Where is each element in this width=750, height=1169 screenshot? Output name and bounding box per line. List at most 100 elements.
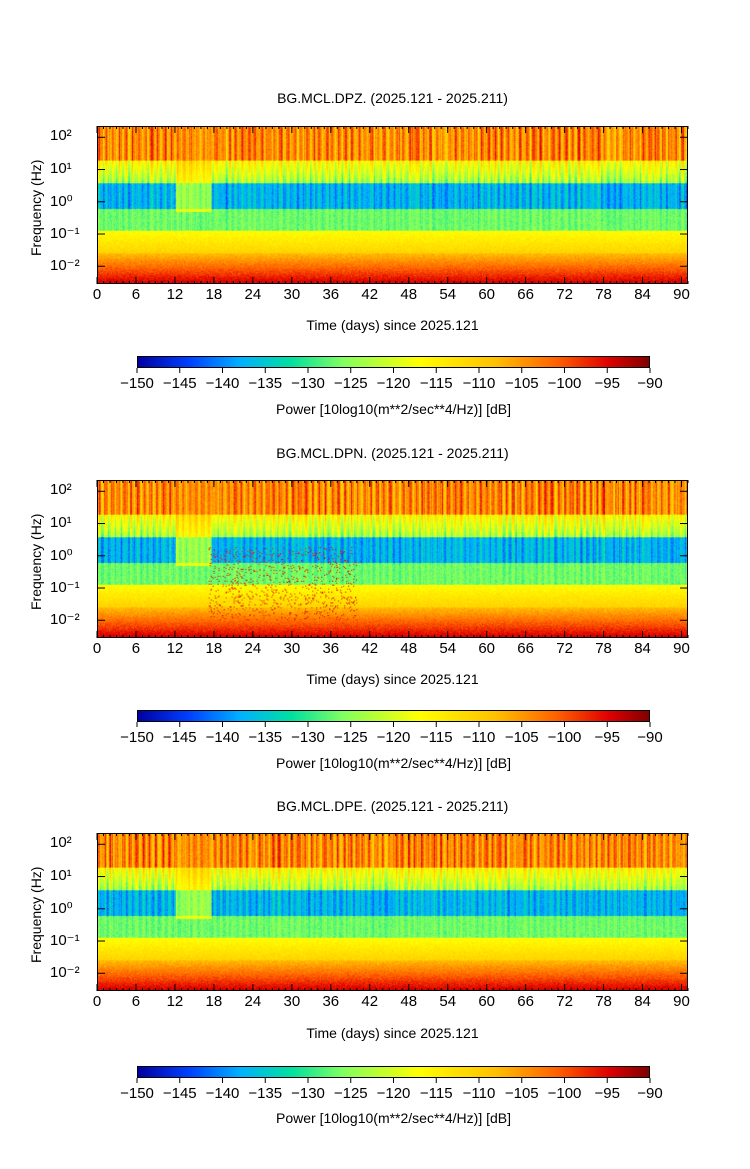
colorbar-tick-label: −150 xyxy=(120,729,154,746)
y-tick-label: 10¹ xyxy=(50,866,72,884)
x-tick-label: 60 xyxy=(478,640,495,657)
spectrogram-canvas xyxy=(98,481,687,637)
spectrogram-plot xyxy=(97,126,688,284)
x-tick-label: 42 xyxy=(361,993,379,1010)
colorbar-tick-label: −95 xyxy=(594,729,620,746)
spectrogram-plot xyxy=(97,833,688,991)
colorbar-tick-label: −150 xyxy=(120,375,154,392)
colorbar-tick-label: −90 xyxy=(637,729,663,746)
y-tick-label: 10⁰ xyxy=(50,192,73,210)
colorbar-tick-label: −115 xyxy=(419,1085,453,1102)
x-tick-label: 78 xyxy=(595,286,612,303)
colorbar-tick-label: −145 xyxy=(162,375,197,392)
colorbar-tick-label: −110 xyxy=(462,1085,496,1102)
colorbar xyxy=(137,1066,650,1078)
colorbar-tick-label: −105 xyxy=(504,729,539,746)
x-tick-label: 42 xyxy=(361,286,379,303)
colorbar-label: Power [10log10(m**2/sec**4/Hz)] [dB] xyxy=(276,755,511,771)
x-tick-label: 90 xyxy=(673,640,690,657)
x-tick-label: 36 xyxy=(322,993,340,1010)
colorbar-tick-label: −120 xyxy=(376,729,411,746)
x-tick-label: 48 xyxy=(400,286,418,303)
y-axis-label: Frequency (Hz) xyxy=(28,159,44,256)
x-tick-label: 48 xyxy=(400,993,418,1010)
x-tick-label: 66 xyxy=(517,640,534,657)
x-tick-label: 6 xyxy=(131,286,141,303)
y-tick-label: 10² xyxy=(50,481,72,499)
chart-title: BG.MCL.DPE. (2025.121 - 2025.211) xyxy=(276,798,509,814)
chart-title: BG.MCL.DPN. (2025.121 - 2025.211) xyxy=(276,445,509,461)
colorbar xyxy=(137,356,650,368)
x-tick-label: 24 xyxy=(244,286,262,303)
x-tick-label: 30 xyxy=(283,993,301,1010)
colorbar-tick-label: −90 xyxy=(637,1085,663,1102)
y-tick-label: 10⁻¹ xyxy=(50,225,80,243)
colorbar-tick-label: −140 xyxy=(205,1085,240,1102)
colorbar-tick-label: −115 xyxy=(419,375,453,392)
x-axis-label: Time (days) since 2025.121 xyxy=(306,671,479,687)
chart-title: BG.MCL.DPZ. (2025.121 - 2025.211) xyxy=(277,90,508,106)
colorbar-tick-label: −145 xyxy=(162,729,197,746)
y-tick-label: 10⁻² xyxy=(50,964,80,982)
x-tick-label: 72 xyxy=(556,286,573,303)
x-tick-label: 36 xyxy=(322,286,340,303)
x-tick-label: 24 xyxy=(244,993,262,1010)
x-tick-label: 90 xyxy=(673,286,690,303)
x-tick-label: 84 xyxy=(634,640,651,657)
y-tick-label: 10² xyxy=(50,834,72,852)
colorbar-tick-label: −135 xyxy=(248,375,283,392)
colorbar-tick-label: −130 xyxy=(291,375,325,392)
x-tick-label: 36 xyxy=(322,640,340,657)
x-tick-label: 60 xyxy=(478,286,495,303)
y-tick-label: 10⁻² xyxy=(50,611,80,629)
colorbar-tick-label: −140 xyxy=(205,729,240,746)
colorbar-tick-label: −135 xyxy=(248,1085,283,1102)
x-tick-label: 78 xyxy=(595,993,612,1010)
y-tick-label: 10⁰ xyxy=(50,899,73,917)
colorbar-tick-label: −100 xyxy=(547,729,582,746)
colorbar-label: Power [10log10(m**2/sec**4/Hz)] [dB] xyxy=(276,1110,511,1126)
y-tick-label: 10⁻¹ xyxy=(50,579,80,597)
spectrogram-canvas xyxy=(98,834,687,990)
x-tick-label: 0 xyxy=(92,286,102,303)
colorbar-tick-label: −110 xyxy=(462,375,496,392)
spectrogram-canvas xyxy=(98,127,687,283)
colorbar xyxy=(137,710,650,722)
colorbar-tick-label: −90 xyxy=(637,375,663,392)
x-tick-label: 12 xyxy=(166,640,184,657)
colorbar-tick-label: −95 xyxy=(594,1085,620,1102)
colorbar-tick-label: −125 xyxy=(333,375,368,392)
colorbar-tick-label: −100 xyxy=(547,375,582,392)
y-axis-label: Frequency (Hz) xyxy=(28,513,44,610)
x-tick-label: 66 xyxy=(517,286,534,303)
x-tick-label: 0 xyxy=(92,993,102,1010)
x-tick-label: 78 xyxy=(595,640,612,657)
colorbar-tick-label: −150 xyxy=(120,1085,154,1102)
colorbar-tick-label: −110 xyxy=(462,729,496,746)
x-tick-label: 24 xyxy=(244,640,262,657)
colorbar-tick-label: −100 xyxy=(547,1085,582,1102)
x-tick-label: 60 xyxy=(478,993,495,1010)
colorbar-tick-label: −105 xyxy=(504,375,539,392)
y-axis-label: Frequency (Hz) xyxy=(28,866,44,963)
colorbar-tick-label: −130 xyxy=(291,729,325,746)
colorbar-tick-label: −95 xyxy=(594,375,620,392)
x-tick-label: 66 xyxy=(517,993,534,1010)
y-tick-label: 10¹ xyxy=(50,513,72,531)
x-tick-label: 12 xyxy=(166,286,184,303)
x-tick-label: 0 xyxy=(92,640,102,657)
x-tick-label: 6 xyxy=(131,993,141,1010)
colorbar-tick-label: −145 xyxy=(162,1085,197,1102)
spectrogram-plot xyxy=(97,480,688,638)
x-tick-label: 6 xyxy=(131,640,141,657)
colorbar-tick-label: −135 xyxy=(248,729,283,746)
colorbar-tick-label: −120 xyxy=(376,1085,411,1102)
colorbar-tick-label: −125 xyxy=(333,729,368,746)
y-tick-label: 10² xyxy=(50,127,72,145)
x-tick-label: 42 xyxy=(361,640,379,657)
y-tick-label: 10⁻² xyxy=(50,257,80,275)
colorbar-label: Power [10log10(m**2/sec**4/Hz)] [dB] xyxy=(276,401,511,417)
colorbar-tick-label: −120 xyxy=(376,375,411,392)
x-tick-label: 18 xyxy=(205,640,223,657)
x-tick-label: 12 xyxy=(166,993,184,1010)
